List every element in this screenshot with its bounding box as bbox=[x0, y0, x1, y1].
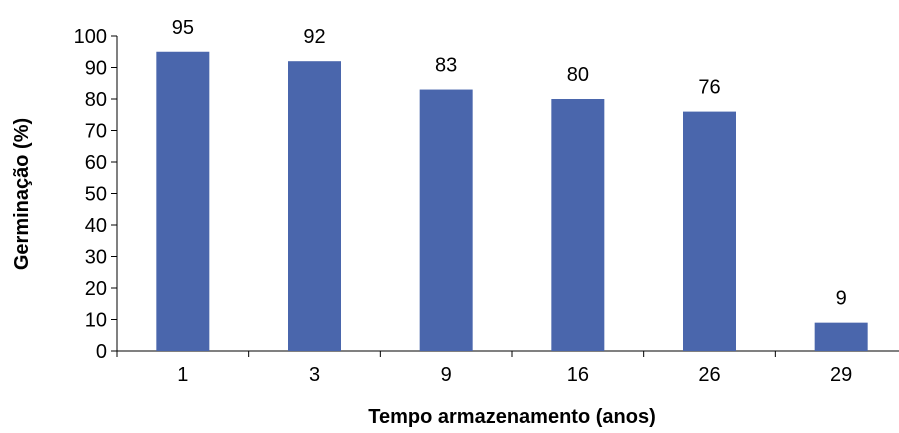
data-label: 95 bbox=[172, 17, 194, 39]
y-axis-title: Germinação (%) bbox=[11, 118, 33, 270]
y-tick-label: 40 bbox=[85, 215, 107, 237]
y-tick-label: 60 bbox=[85, 152, 107, 174]
y-tick-label: 90 bbox=[85, 58, 107, 80]
bar bbox=[288, 61, 341, 351]
y-tick-label: 30 bbox=[85, 247, 107, 269]
x-tick-label: 26 bbox=[698, 364, 720, 386]
data-label: 92 bbox=[303, 26, 325, 48]
x-tick-label: 1 bbox=[177, 364, 188, 386]
bar bbox=[419, 89, 473, 352]
y-tick-label: 20 bbox=[85, 278, 107, 300]
y-tick-label: 70 bbox=[85, 121, 107, 143]
x-axis-title: Tempo armazenamento (anos) bbox=[368, 406, 655, 428]
data-label: 80 bbox=[567, 64, 589, 86]
x-tick-label: 16 bbox=[567, 364, 589, 386]
y-tick-label: 0 bbox=[96, 341, 107, 363]
data-label: 9 bbox=[836, 288, 847, 310]
bar bbox=[551, 99, 605, 351]
x-tick-label: 29 bbox=[830, 364, 852, 386]
bar bbox=[156, 51, 210, 351]
x-tick-label: 3 bbox=[309, 364, 320, 386]
data-labels: 95 92 83 80 76 9 bbox=[172, 17, 847, 310]
x-axis: 1 3 9 16 26 29 bbox=[116, 350, 899, 386]
data-label: 76 bbox=[698, 77, 720, 99]
y-tick-label: 50 bbox=[85, 184, 107, 206]
bar bbox=[683, 111, 736, 351]
y-tick-label: 100 bbox=[74, 26, 107, 48]
data-label: 83 bbox=[435, 55, 457, 77]
y-tick-label: 10 bbox=[85, 310, 107, 332]
y-axis: 0 10 20 30 40 50 60 70 80 90 100 bbox=[74, 26, 118, 363]
x-tick-label: 9 bbox=[441, 364, 452, 386]
y-tick-label: 80 bbox=[85, 89, 107, 111]
bar-series bbox=[156, 51, 868, 352]
bar bbox=[814, 322, 868, 351]
